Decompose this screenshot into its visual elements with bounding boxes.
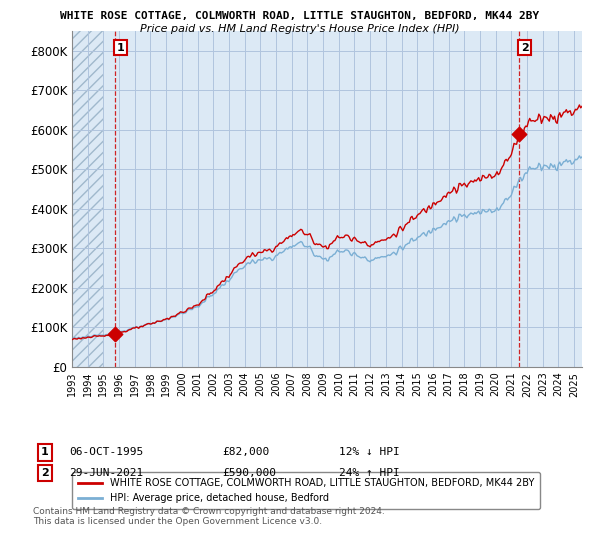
Point [110,330,120,339]
Text: 1: 1 [41,447,49,458]
Text: £590,000: £590,000 [222,468,276,478]
Text: 2: 2 [41,468,49,478]
Legend: WHITE ROSE COTTAGE, COLMWORTH ROAD, LITTLE STAUGHTON, BEDFORD, MK44 2BY, HPI: Av: WHITE ROSE COTTAGE, COLMWORTH ROAD, LITT… [72,473,540,509]
Text: £82,000: £82,000 [222,447,269,458]
Text: WHITE ROSE COTTAGE, COLMWORTH ROAD, LITTLE STAUGHTON, BEDFORD, MK44 2BY: WHITE ROSE COTTAGE, COLMWORTH ROAD, LITT… [61,11,539,21]
Text: 12% ↓ HPI: 12% ↓ HPI [339,447,400,458]
Text: 24% ↑ HPI: 24% ↑ HPI [339,468,400,478]
Text: 29-JUN-2021: 29-JUN-2021 [69,468,143,478]
Text: 2: 2 [521,43,529,53]
Text: 06-OCT-1995: 06-OCT-1995 [69,447,143,458]
Text: Contains HM Land Registry data © Crown copyright and database right 2024.
This d: Contains HM Land Registry data © Crown c… [33,507,385,526]
Text: 1: 1 [117,43,124,53]
Text: Price paid vs. HM Land Registry's House Price Index (HPI): Price paid vs. HM Land Registry's House … [140,24,460,34]
Point [514,129,524,138]
